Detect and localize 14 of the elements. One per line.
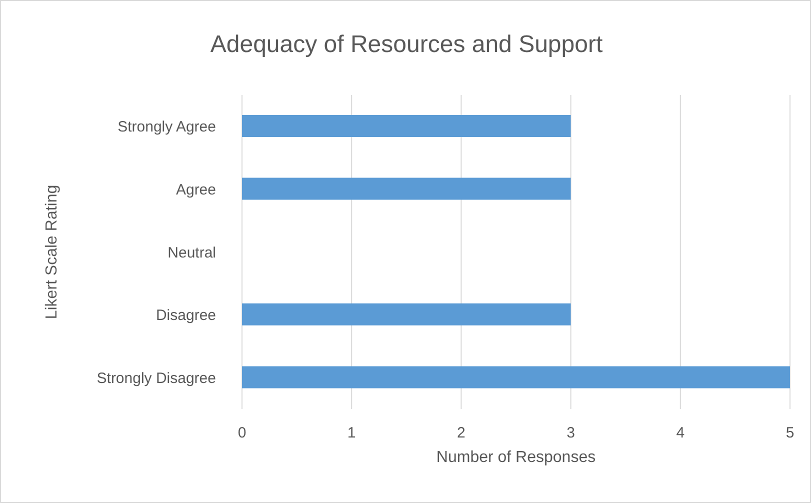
x-axis-title: Number of Responses (436, 449, 596, 466)
chart-title: Adequacy of Resources and Support (209, 31, 604, 59)
x-tick-label: 2 (457, 424, 466, 442)
x-tick-label: 3 (566, 424, 575, 442)
y-tick-label: Agree (176, 182, 216, 199)
y-tick-label: Disagree (156, 307, 216, 324)
y-tick-label: Strongly Agree (118, 118, 216, 136)
y-tick-label: Neutral (168, 244, 216, 262)
x-tick-label: 1 (347, 424, 356, 442)
x-tick-label: 0 (238, 424, 246, 442)
x-tick-label: 4 (676, 424, 685, 442)
y-axis-title: Likert Scale Rating (44, 184, 61, 320)
y-tick-label: Strongly Disagree (96, 370, 216, 387)
x-tick-label: 5 (786, 424, 794, 442)
